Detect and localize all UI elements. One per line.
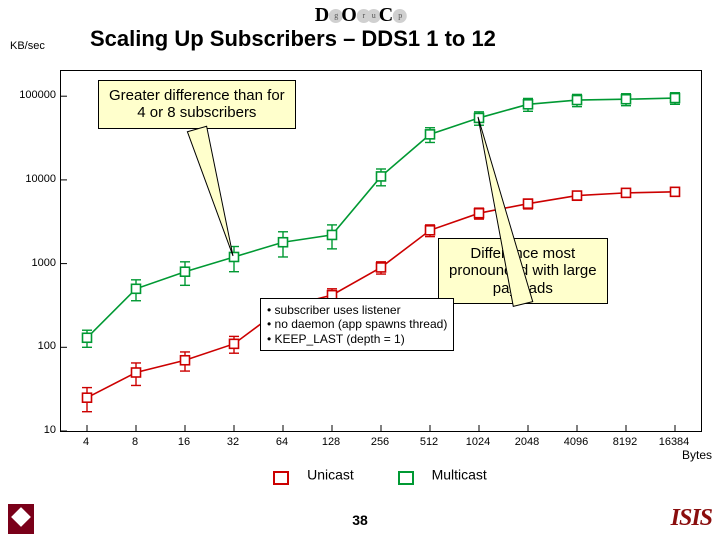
x-tick-label: 512 bbox=[420, 436, 438, 448]
x-tick-label: 256 bbox=[371, 436, 389, 448]
callout-greater-difference: Greater difference than for4 or 8 subscr… bbox=[98, 80, 296, 129]
y-tick-label: 100 bbox=[38, 340, 56, 352]
y-tick-label: 100000 bbox=[19, 89, 56, 101]
page-number: 38 bbox=[0, 512, 720, 528]
slide-title: Scaling Up Subscribers – DDS1 1 to 12 bbox=[90, 26, 496, 52]
x-tick-label: 2048 bbox=[515, 436, 539, 448]
legend-swatch-multicast bbox=[388, 466, 420, 486]
crest-icon bbox=[8, 504, 34, 534]
callout-large-payloads: Difference mostpronounced with largepayl… bbox=[438, 238, 608, 304]
x-tick-label: 4096 bbox=[564, 436, 588, 448]
y-tick-label: 1000 bbox=[32, 257, 56, 269]
x-tick-label: 32 bbox=[227, 436, 239, 448]
x-tick-label: 16384 bbox=[659, 436, 690, 448]
legend-label-unicast: Unicast bbox=[307, 467, 354, 483]
logo-doc: DgOruCp bbox=[315, 4, 405, 27]
x-tick-label: 8 bbox=[132, 436, 138, 448]
annotation-line: • subscriber uses listener bbox=[267, 303, 447, 317]
x-tick-label: 64 bbox=[276, 436, 288, 448]
x-tick-label: 4 bbox=[83, 436, 89, 448]
x-tick-label: 128 bbox=[322, 436, 340, 448]
x-axis-unit: Bytes bbox=[682, 448, 712, 462]
y-axis-label: KB/sec bbox=[10, 40, 45, 52]
annotation-line: • KEEP_LAST (depth = 1) bbox=[267, 332, 447, 346]
x-tick-label: 8192 bbox=[613, 436, 637, 448]
legend: Unicast Multicast bbox=[0, 466, 720, 486]
x-tick-label: 1024 bbox=[466, 436, 490, 448]
y-tick-label: 10000 bbox=[25, 173, 56, 185]
legend-swatch-unicast bbox=[263, 466, 295, 486]
annotation-line: • no daemon (app spawns thread) bbox=[267, 317, 447, 331]
x-tick-label: 16 bbox=[178, 436, 190, 448]
y-tick-label: 10 bbox=[44, 424, 56, 436]
legend-label-multicast: Multicast bbox=[432, 467, 487, 483]
brand-isis: ISIS bbox=[671, 505, 712, 532]
annotation-box: • subscriber uses listener• no daemon (a… bbox=[260, 298, 454, 351]
